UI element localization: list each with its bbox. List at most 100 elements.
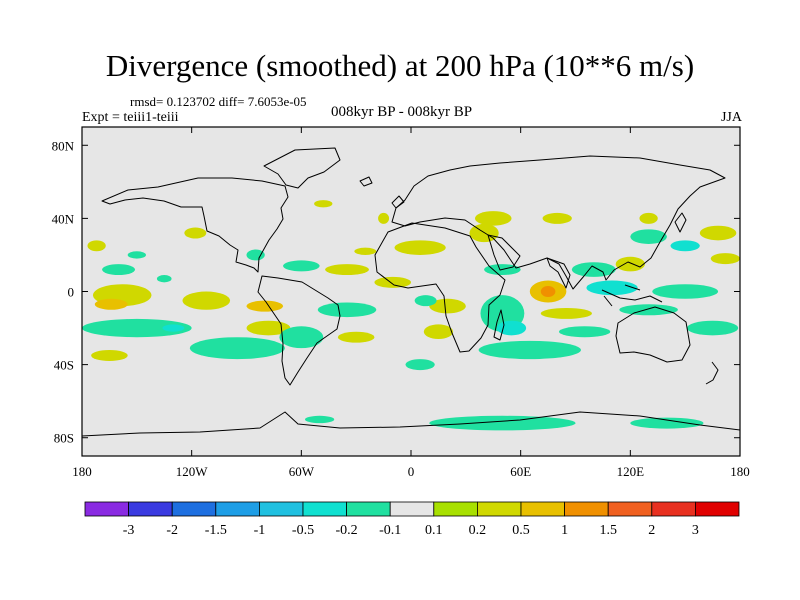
anomaly-region	[571, 262, 616, 277]
anomaly-region	[615, 256, 645, 272]
coastline-eurasia	[391, 155, 726, 290]
lon-tick-label: 180	[72, 464, 92, 479]
coastline-australia	[615, 306, 691, 363]
coastline-iceland	[359, 176, 373, 187]
anomaly-region	[542, 212, 572, 224]
anomaly-region	[127, 251, 146, 259]
anomaly-region	[162, 324, 185, 332]
experiment-label: Expt = teiii1-teiii	[82, 110, 179, 125]
period-subtitle: 008kyr BP - 008kyr BP	[331, 104, 473, 120]
anomaly-region	[91, 349, 128, 361]
colorbar-swatch	[84, 501, 129, 517]
colorbar-swatch	[128, 501, 173, 517]
anomaly-region	[639, 212, 658, 224]
anomaly-region	[619, 304, 678, 316]
anomaly-region	[378, 212, 390, 224]
colorbar-swatch	[607, 501, 653, 517]
anomaly-region	[317, 302, 377, 318]
anomaly-layer	[82, 200, 740, 431]
colorbar-label: -1.5	[205, 523, 227, 538]
coastlines	[82, 147, 740, 437]
anomaly-region	[414, 295, 437, 307]
anomaly-region	[474, 211, 512, 226]
anomaly-region	[156, 275, 172, 283]
colorbar-swatch	[476, 501, 522, 517]
anomaly-region	[540, 286, 556, 297]
lon-tick-label: 180	[730, 464, 750, 479]
anomaly-region	[82, 318, 192, 338]
anomaly-region	[710, 253, 740, 265]
anomaly-region	[246, 320, 291, 336]
map-background	[82, 127, 740, 456]
anomaly-region	[246, 249, 265, 261]
colorbar-label: -0.1	[379, 523, 401, 538]
anomaly-region	[354, 247, 377, 255]
coastline-north-america	[101, 177, 289, 273]
anomaly-region	[283, 260, 320, 272]
colorbar-swatch	[433, 501, 478, 517]
coastline-madagascar	[493, 309, 505, 341]
anomaly-region	[586, 280, 638, 296]
anomaly-region	[102, 264, 136, 276]
colorbar-swatch	[171, 501, 217, 517]
colorbar-swatch	[389, 501, 435, 517]
coastline-japan	[674, 212, 687, 233]
anomaly-region	[405, 359, 435, 371]
coastline-greenland	[263, 147, 341, 189]
anomaly-region	[189, 337, 285, 360]
anomaly-region	[630, 229, 667, 244]
lon-tick-label: 60W	[289, 464, 315, 479]
coastline-new-zealand	[705, 361, 719, 385]
plot-title: Divergence (smoothed) at 200 hPa (10**6 …	[105, 48, 695, 83]
coastline-indonesia	[601, 284, 663, 307]
lat-tick-label: 80S	[54, 431, 74, 446]
anomaly-region	[686, 320, 739, 336]
stats-label: rmsd= 0.123702 diff= 7.6053e-05	[130, 94, 307, 109]
anomaly-region	[699, 225, 737, 241]
lon-tick-label: 120E	[617, 464, 645, 479]
colorbar-label: 0.1	[425, 523, 443, 538]
colorbar-label: -0.2	[336, 523, 358, 538]
coastline-british-isles	[391, 195, 405, 209]
colorbar-label: 1	[561, 523, 568, 538]
lat-tick-label: 40S	[54, 358, 74, 373]
anomaly-region	[496, 320, 527, 336]
colorbar-label: 2	[648, 523, 655, 538]
lat-tick-label: 40N	[52, 211, 75, 226]
anomaly-region	[478, 340, 581, 360]
colorbar-label: -2	[166, 523, 178, 538]
anomaly-region	[630, 417, 704, 429]
anomaly-region	[429, 415, 576, 431]
colorbar-label: 0.2	[469, 523, 487, 538]
lat-tick-label: 0	[68, 285, 75, 300]
anomaly-region	[394, 240, 446, 255]
anomaly-region	[182, 291, 231, 310]
anomaly-region	[304, 415, 335, 424]
colorbar-swatch	[564, 501, 609, 517]
colorbar-swatch	[302, 501, 347, 517]
anomaly-region	[652, 284, 719, 299]
lat-tick-label: 80N	[52, 138, 75, 153]
coastline-arabia	[487, 234, 521, 271]
colorbar-swatch	[346, 501, 391, 517]
anomaly-region	[279, 326, 324, 349]
coastline-antarctica	[82, 411, 740, 437]
season-label: JJA	[720, 110, 742, 125]
anomaly-region	[337, 331, 375, 343]
colorbar-label: 0.5	[512, 523, 530, 538]
coastline-south-america	[257, 275, 341, 386]
colorbar-swatch	[258, 501, 304, 517]
colorbar-swatch	[695, 501, 740, 517]
anomaly-region	[87, 240, 106, 252]
anomaly-region	[670, 240, 700, 252]
anomaly-region	[374, 276, 411, 288]
lon-tick-label: 60E	[510, 464, 531, 479]
colorbar-label: -1	[254, 523, 266, 538]
lon-tick-label: 0	[408, 464, 415, 479]
colorbar-swatch	[215, 501, 260, 517]
map-axes: 180 120W 60W 0 60E 120E 180 80N 40N 0 40S 80S	[52, 127, 750, 479]
anomaly-region	[423, 324, 454, 340]
colorbar-label: 3	[692, 523, 699, 538]
colorbar-label: -0.5	[292, 523, 314, 538]
